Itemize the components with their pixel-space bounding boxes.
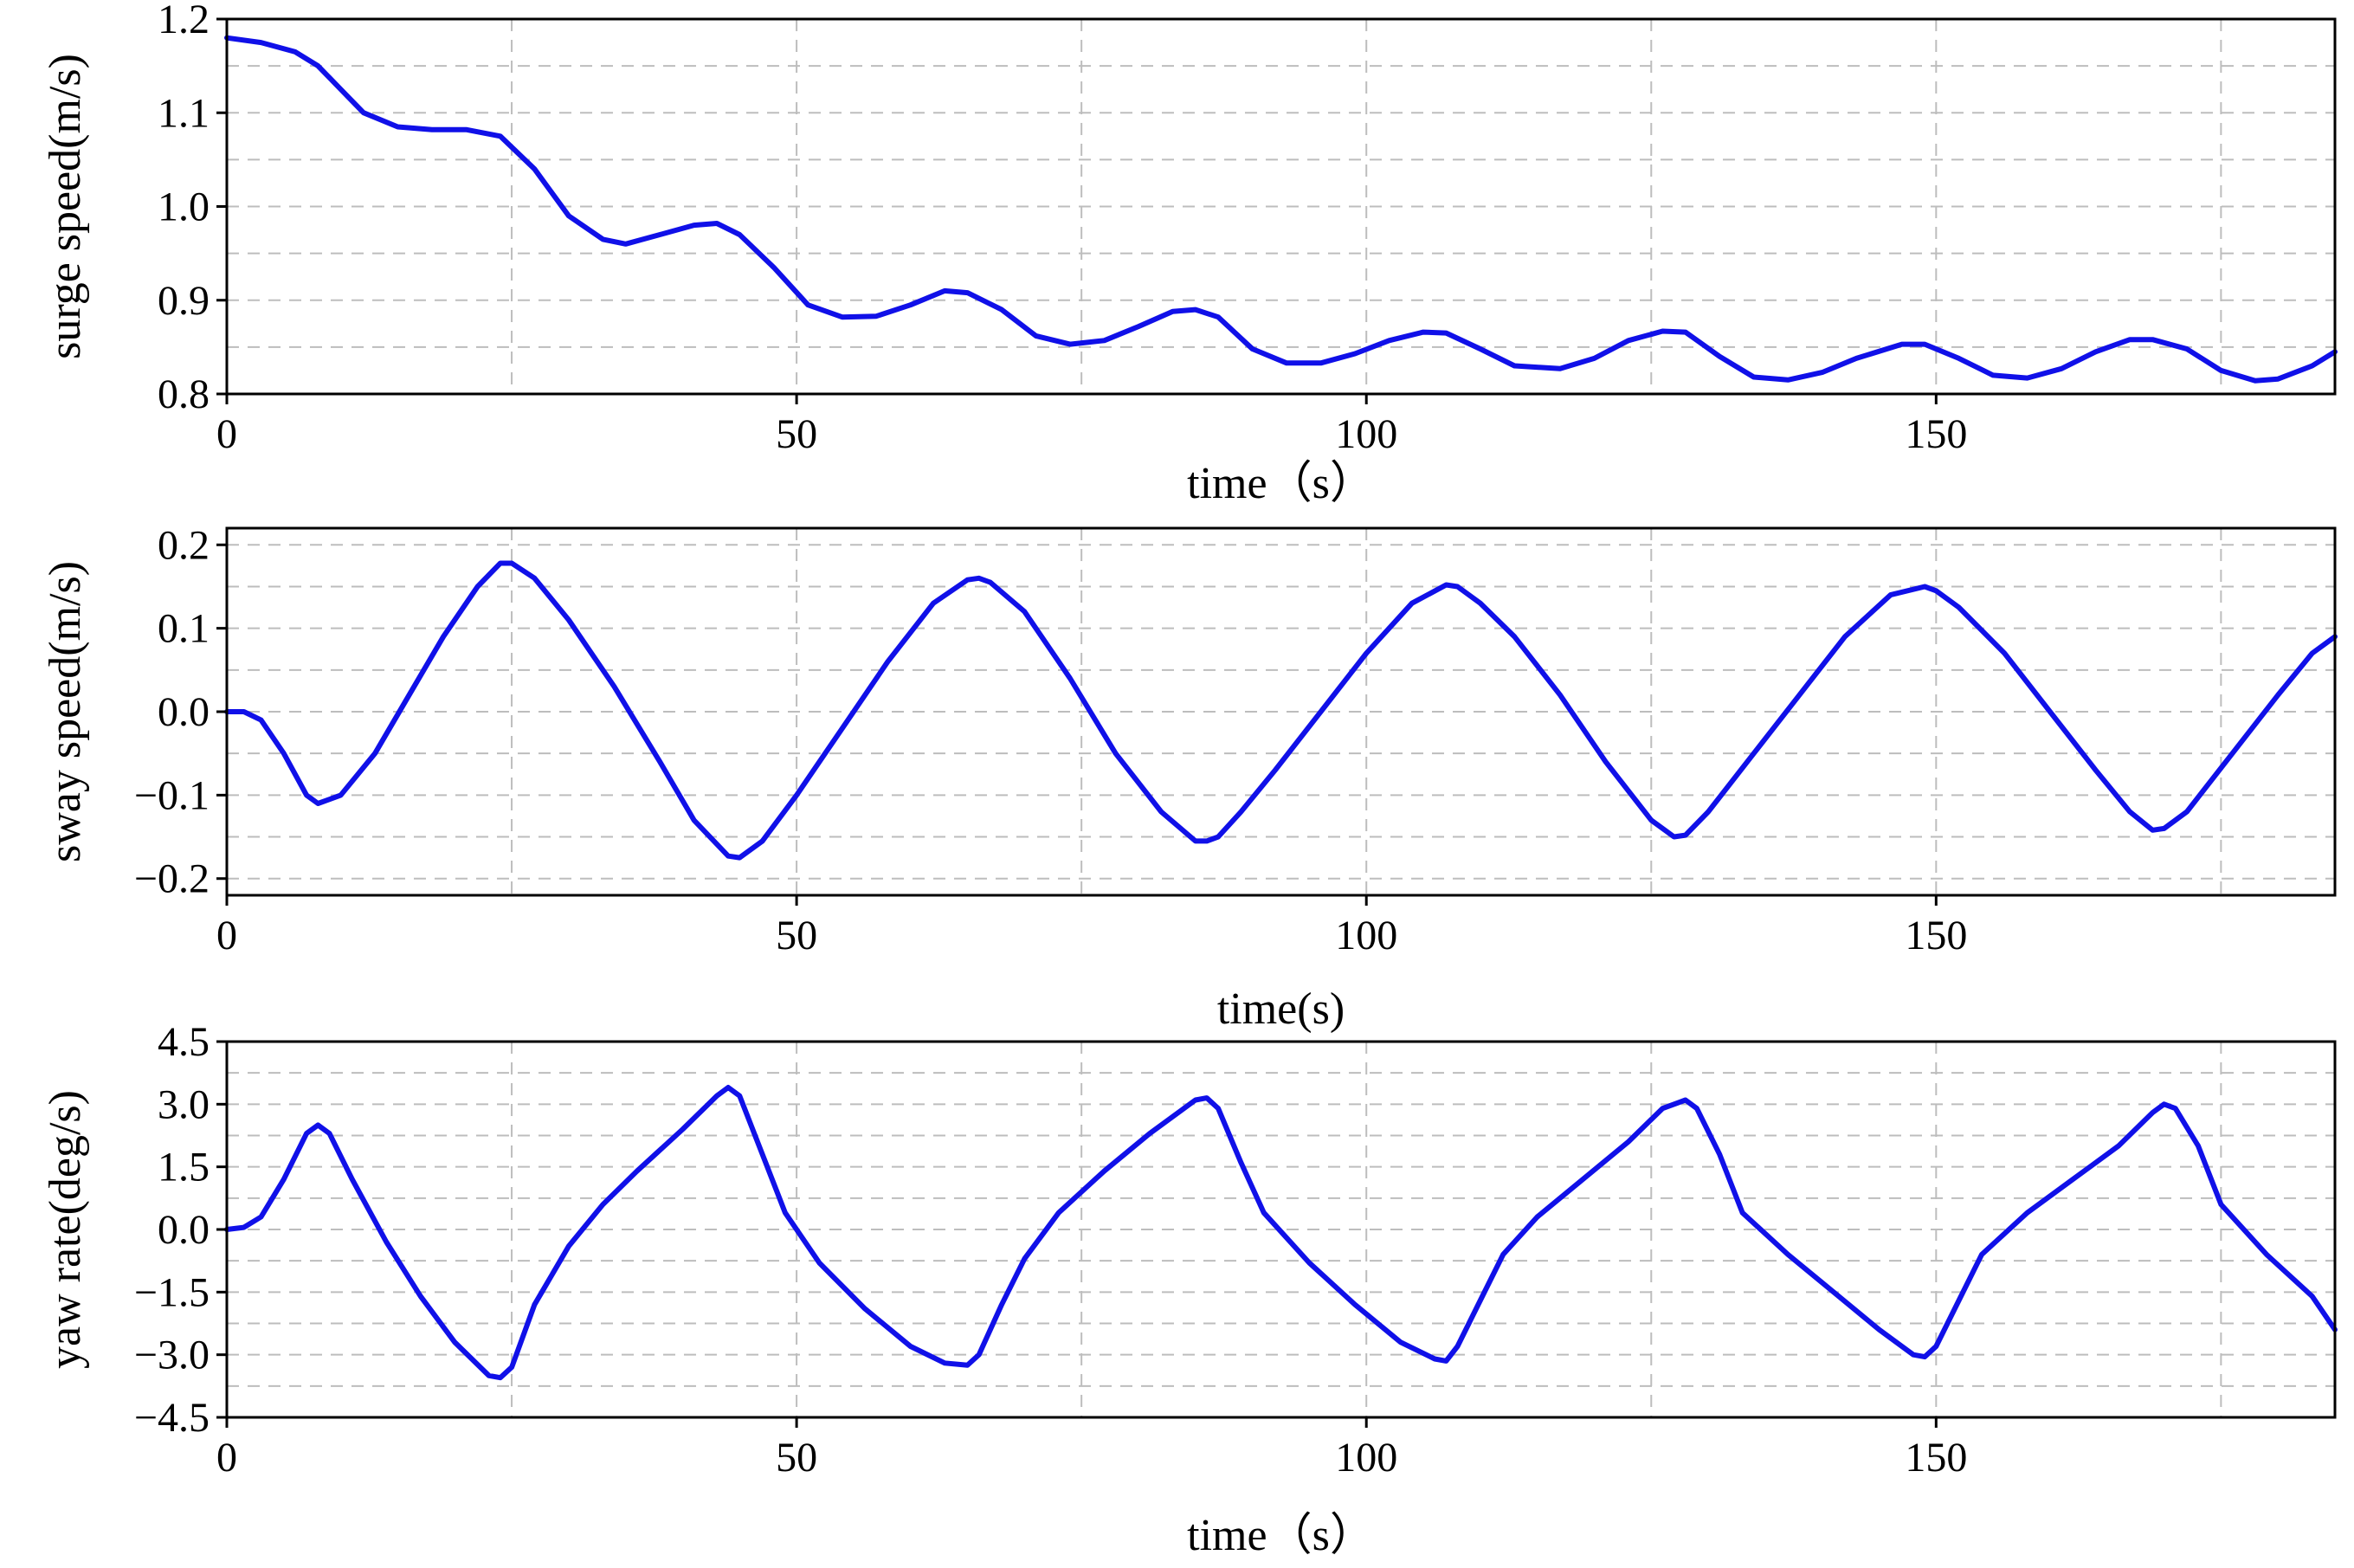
y-tick-label: −1.5 <box>134 1269 210 1315</box>
y-tick-label: 0.8 <box>158 371 210 417</box>
panel-1: 0 50 100 150 0.8 0.9 1.0 1.1 1.2 time（s） surge spe… <box>41 0 2338 508</box>
x-tick-label: 0 <box>216 411 237 457</box>
y-tick-label: 0.2 <box>158 522 210 568</box>
y-tick-label: 1.5 <box>158 1145 210 1191</box>
y-tick-label: −4.5 <box>134 1395 210 1441</box>
series-line <box>224 35 2338 384</box>
y-tick-label: 0.0 <box>158 1207 210 1253</box>
y-tick-label: 1.1 <box>158 90 210 136</box>
x-tick-label: 50 <box>776 1435 817 1481</box>
y-tick-label: −0.1 <box>134 772 210 818</box>
x-tick-label: 0 <box>216 913 237 958</box>
y-tick-label: −0.2 <box>134 856 210 902</box>
x-axis-label: time（s） <box>1187 459 1375 508</box>
x-tick-label: 150 <box>1905 411 1967 457</box>
y-axis-label: sway speed(m/s) <box>41 561 90 862</box>
panel-2: 0 50 100 150 −0.2 −0.1 0.0 0.1 0.2 time(s) sway sp… <box>41 522 2338 1034</box>
series-line <box>224 560 2338 861</box>
x-tick-label: 150 <box>1905 913 1967 958</box>
y-tick-label: 0.0 <box>158 689 210 735</box>
y-axis-label: yaw rate(deg/s) <box>41 1090 90 1369</box>
series-line <box>224 1085 2338 1381</box>
x-axis-label: time(s) <box>1217 984 1345 1034</box>
panel-3: 0 50 100 150 −4.5 −3.0 −1.5 0.0 1.5 3.0 4.5 time（s）… <box>41 1019 2338 1560</box>
y-tick-label: 1.2 <box>158 0 210 42</box>
x-tick-label: 150 <box>1905 1435 1967 1481</box>
x-tick-label: 100 <box>1335 1435 1397 1481</box>
x-tick-label: 0 <box>216 1435 237 1481</box>
x-tick-label: 50 <box>776 913 817 958</box>
y-axis-label: surge speed(m/s) <box>41 54 90 359</box>
x-tick-label: 100 <box>1335 411 1397 457</box>
y-tick-label: 3.0 <box>158 1081 210 1127</box>
x-axis-label: time（s） <box>1187 1511 1375 1560</box>
x-tick-label: 50 <box>776 411 817 457</box>
y-tick-label: 0.1 <box>158 606 210 652</box>
y-tick-label: 0.9 <box>158 278 210 324</box>
y-tick-label: −3.0 <box>134 1332 210 1378</box>
y-tick-label: 4.5 <box>158 1019 210 1065</box>
x-tick-label: 100 <box>1335 913 1397 958</box>
y-tick-label: 1.0 <box>158 184 210 230</box>
